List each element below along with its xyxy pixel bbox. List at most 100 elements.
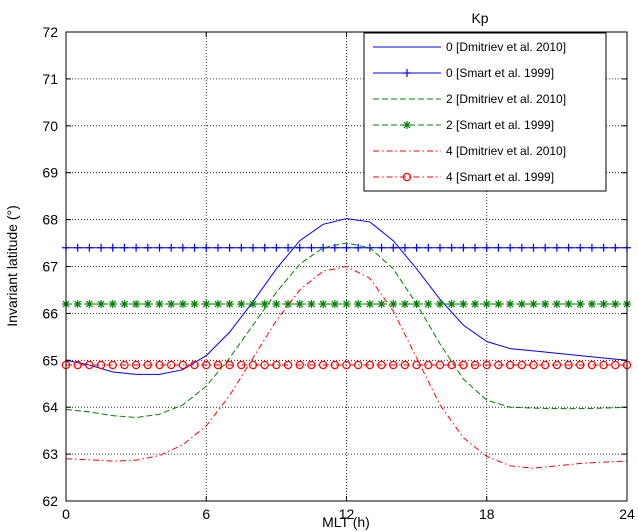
y-axis-label: Invariant latitude (°) bbox=[4, 205, 20, 327]
circle-marker bbox=[237, 360, 246, 370]
circle-marker bbox=[611, 360, 620, 370]
circle-marker bbox=[459, 360, 468, 370]
asterisk-marker bbox=[272, 300, 281, 309]
legend-entry: 0 [Dmitriev et al. 2010] bbox=[373, 40, 566, 54]
asterisk-marker bbox=[190, 300, 199, 309]
circle-marker bbox=[166, 360, 176, 370]
asterisk-marker bbox=[389, 300, 398, 309]
circle-marker bbox=[587, 360, 597, 370]
y-tick-label: 68 bbox=[42, 212, 58, 228]
asterisk-marker bbox=[342, 300, 351, 309]
circle-marker bbox=[365, 360, 375, 370]
legend-box bbox=[363, 32, 607, 192]
circle-marker bbox=[73, 360, 82, 370]
asterisk-marker bbox=[167, 300, 176, 309]
circle-marker bbox=[400, 360, 410, 370]
circle-marker bbox=[552, 360, 562, 370]
circle-marker bbox=[108, 360, 117, 370]
circle-marker bbox=[143, 360, 153, 370]
asterisk-marker bbox=[576, 300, 585, 309]
plus-marker bbox=[178, 243, 187, 252]
circle-marker bbox=[202, 360, 211, 370]
circle-marker bbox=[435, 360, 445, 370]
plus-marker bbox=[482, 243, 491, 252]
circle-marker bbox=[225, 360, 234, 370]
asterisk-marker bbox=[260, 300, 269, 309]
legend-label: 2 [Smart et al. 1999] bbox=[446, 118, 554, 132]
y-tick-label: 62 bbox=[42, 493, 58, 509]
plus-marker bbox=[517, 243, 526, 252]
legend: 0 [Dmitriev et al. 2010] 0 [Smart et al. … bbox=[363, 32, 607, 192]
asterisk-marker bbox=[284, 300, 293, 309]
asterisk-marker bbox=[403, 121, 411, 129]
asterisk-marker bbox=[108, 300, 117, 309]
asterisk-marker bbox=[377, 300, 386, 309]
y-tick-label: 64 bbox=[42, 399, 58, 415]
plus-marker bbox=[389, 243, 398, 252]
asterisk-marker bbox=[506, 300, 515, 309]
series-line bbox=[65, 265, 628, 469]
legend-entry: 0 [Smart et al. 1999] bbox=[373, 66, 554, 80]
circle-marker bbox=[576, 360, 585, 370]
ticks: 0 6 12 18 24 62 63 64 65 66 67 68 69 70 71 72 bbox=[42, 24, 635, 522]
asterisk-marker bbox=[132, 300, 141, 309]
circle-marker bbox=[482, 360, 491, 370]
plus-marker bbox=[471, 243, 480, 252]
asterisk-marker bbox=[459, 300, 468, 309]
circle-marker bbox=[540, 360, 550, 370]
plus-marker bbox=[225, 243, 234, 252]
plus-marker bbox=[85, 243, 94, 252]
y-tick-label: 69 bbox=[42, 165, 58, 181]
plus-marker bbox=[564, 243, 573, 252]
legend-title: Kp bbox=[471, 10, 488, 26]
circle-marker bbox=[330, 360, 340, 370]
plus-marker bbox=[213, 243, 222, 252]
plus-marker bbox=[552, 243, 561, 252]
circle-marker bbox=[494, 360, 503, 370]
circle-marker bbox=[213, 360, 223, 370]
asterisk-marker bbox=[319, 300, 328, 309]
plus-marker bbox=[108, 243, 117, 252]
circle-marker bbox=[402, 172, 412, 182]
plus-marker bbox=[319, 243, 328, 252]
plus-marker bbox=[272, 243, 281, 252]
plus-marker bbox=[506, 243, 515, 252]
circle-marker bbox=[190, 360, 199, 370]
circle-marker bbox=[318, 360, 328, 370]
circle-marker bbox=[353, 360, 363, 370]
series-line bbox=[65, 242, 628, 419]
asterisk-marker bbox=[494, 300, 503, 309]
plus-marker bbox=[202, 243, 211, 252]
legend-entry: 2 [Smart et al. 1999] bbox=[373, 118, 554, 132]
plus-marker bbox=[73, 243, 82, 252]
circle-marker bbox=[599, 360, 608, 370]
y-tick-label: 67 bbox=[42, 259, 58, 275]
asterisk-marker bbox=[249, 300, 257, 309]
y-tick-label: 70 bbox=[42, 118, 58, 134]
circle-marker bbox=[283, 360, 293, 370]
series-line bbox=[65, 218, 628, 375]
asterisk-marker bbox=[400, 300, 409, 309]
y-tick-label: 63 bbox=[42, 446, 58, 462]
asterisk-marker bbox=[541, 300, 550, 309]
plus-marker bbox=[97, 243, 106, 252]
asterisk-marker bbox=[482, 300, 491, 309]
asterisk-marker bbox=[552, 300, 561, 309]
legend-label: 0 [Smart et al. 1999] bbox=[446, 66, 554, 80]
plus-marker bbox=[459, 243, 468, 252]
circle-marker bbox=[412, 360, 421, 370]
asterisk-marker bbox=[73, 300, 82, 309]
grid bbox=[66, 32, 627, 501]
legend-label: 4 [Smart et al. 1999] bbox=[446, 170, 554, 184]
y-tick-label: 65 bbox=[42, 352, 58, 368]
asterisk-marker bbox=[517, 300, 526, 309]
plus-marker bbox=[494, 243, 503, 252]
circle-marker bbox=[470, 360, 480, 370]
circle-marker bbox=[85, 360, 94, 370]
plus-marker bbox=[576, 243, 585, 252]
y-tick-label: 72 bbox=[42, 24, 58, 40]
plus-marker bbox=[447, 243, 456, 252]
circle-marker bbox=[295, 360, 304, 370]
series-5 bbox=[65, 265, 628, 469]
